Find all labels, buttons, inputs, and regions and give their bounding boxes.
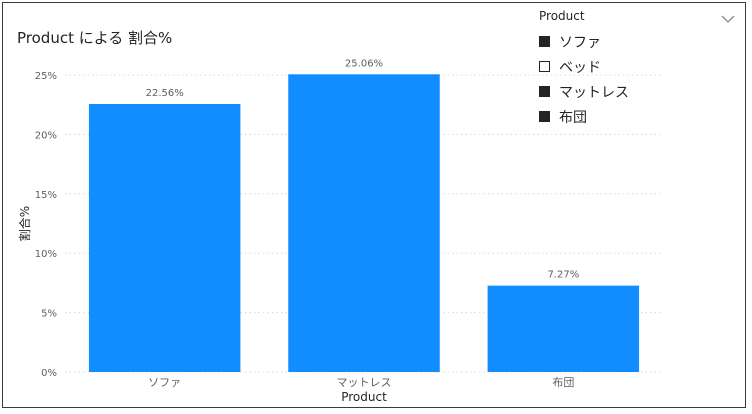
legend-label: 布団 — [559, 109, 587, 126]
legend-swatch — [539, 111, 550, 122]
y-tick-label: 20% — [35, 130, 57, 141]
y-axis-title: 割合% — [17, 206, 32, 241]
bar — [88, 103, 241, 373]
legend-item-sofa[interactable]: ソファ — [539, 29, 629, 54]
bar-chart-plot: 0% 5% 10% 15% 20% 25% 22.56% ソファ 25.06% マットレス 7.27… — [17, 58, 663, 404]
legend-label: ソファ — [559, 34, 601, 51]
x-tick-label: マットレス — [337, 376, 392, 389]
data-label: 25.06% — [345, 58, 383, 69]
y-tick-label: 10% — [35, 249, 57, 260]
bar — [487, 285, 640, 372]
legend-label: ベッド — [559, 59, 601, 76]
y-tick-label: 15% — [35, 190, 57, 201]
legend-swatch — [539, 36, 550, 47]
legend-label: マットレス — [559, 84, 629, 101]
legend-item-mattress[interactable]: マットレス — [539, 79, 629, 104]
legend-title: Product — [539, 9, 585, 23]
chevron-down-icon[interactable] — [721, 9, 735, 28]
chart-visual: Product による 割合% 0% 5% 10% 15% 20% 25% 22.56% ソフ… — [2, 2, 746, 408]
legend-swatch — [539, 86, 550, 97]
legend-item-futon[interactable]: 布団 — [539, 104, 629, 129]
x-tick-label: 布団 — [552, 376, 574, 389]
x-tick-label: ソファ — [148, 376, 181, 389]
y-tick-label: 5% — [41, 309, 57, 320]
y-tick-label: 25% — [35, 71, 57, 82]
data-label: 7.27% — [547, 270, 579, 281]
x-axis-title: Product — [341, 390, 387, 404]
chart-title: Product による 割合% — [17, 29, 173, 47]
y-tick-label: 0% — [41, 368, 57, 379]
legend: Product ソファ ベッド マットレス 布団 — [539, 9, 629, 129]
legend-swatch — [539, 61, 550, 72]
bar — [288, 74, 440, 372]
legend-item-bed[interactable]: ベッド — [539, 54, 629, 79]
data-label: 22.56% — [146, 88, 184, 99]
